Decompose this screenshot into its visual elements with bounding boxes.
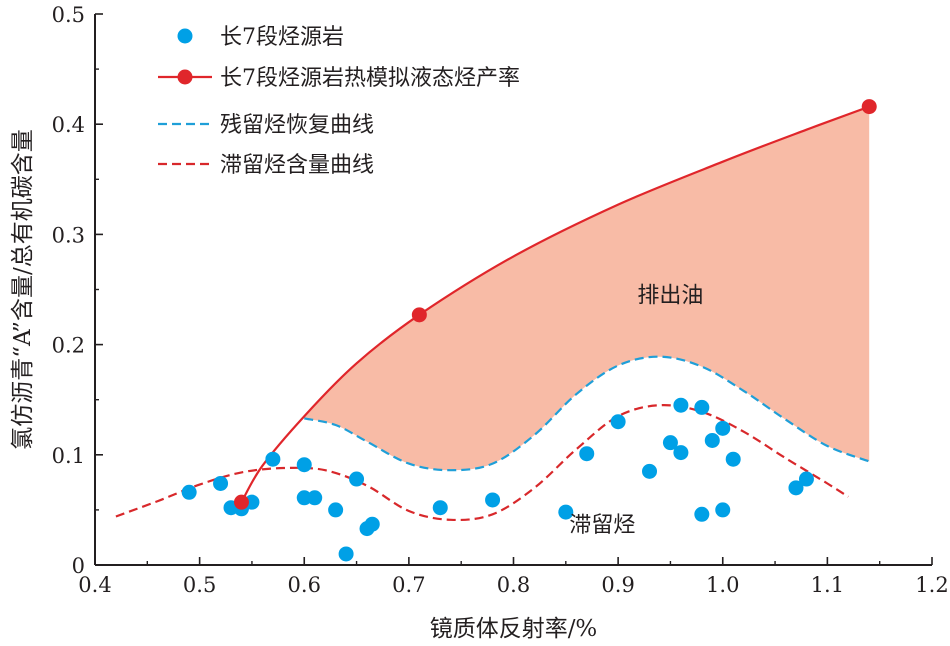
source-rock-point [715, 502, 731, 518]
annotation-label: 滞留烃 [569, 513, 635, 538]
axes [94, 13, 933, 566]
source-rock-point [610, 414, 626, 430]
expelled-oil-fill [304, 106, 870, 471]
source-rock-point [265, 451, 281, 467]
x-tick-label: 1.2 [915, 573, 948, 597]
source-rock-point [213, 475, 229, 491]
legend-label: 残留烃恢复曲线 [220, 113, 374, 138]
y-tick-label: 0.5 [52, 3, 85, 27]
source-rock-point [715, 420, 731, 436]
residual-recovery-curve [304, 355, 870, 472]
yield-marker [861, 99, 877, 115]
legend-label: 长7段烃源岩 [220, 25, 344, 50]
x-tick-label: 0.5 [183, 573, 216, 597]
x-tick-label: 0.8 [497, 573, 530, 597]
source-rock-point [307, 490, 323, 506]
x-tick-label: 1.0 [706, 573, 739, 597]
source-rock-point [244, 494, 260, 510]
expelled-oil-area [304, 106, 870, 471]
source-rock-point [788, 480, 804, 496]
x-tick-label: 0.7 [392, 573, 425, 597]
data-points [181, 99, 877, 562]
source-rock-point [485, 492, 501, 508]
source-rock-point [296, 490, 312, 506]
yield-curve [240, 105, 870, 503]
legend-marker-yield [177, 69, 193, 85]
y-tick-label: 0.2 [52, 334, 85, 358]
source-rock-point [579, 446, 595, 462]
source-rock-point [798, 471, 814, 487]
source-rock-point [558, 504, 574, 520]
y-tick-label: 0 [72, 554, 85, 578]
y-tick-label: 0.3 [52, 223, 85, 247]
source-rock-point [673, 397, 689, 413]
yield-marker [411, 307, 427, 323]
legend-label: 滞留烃含量曲线 [220, 153, 374, 178]
source-rock-point [296, 457, 312, 473]
source-rock-point [432, 500, 448, 516]
source-rock-point [328, 502, 344, 518]
source-rock-point [673, 445, 689, 461]
y-tick-label: 0.1 [52, 444, 85, 468]
curves [115, 105, 870, 522]
labels: 0.4 0.5 0.6 0.7 0.8 0.9 1.0 1.1 1.2 0 0.1 0.2 0.3 0.4… [10, 3, 949, 642]
legend-marker-source-rock [177, 28, 193, 44]
x-tick-label: 1.1 [811, 573, 844, 597]
x-tick-label: 0.9 [601, 573, 634, 597]
source-rock-point [338, 546, 354, 562]
y-tick-label: 0.4 [52, 113, 85, 137]
x-axis-label: 镜质体反射率/% [430, 616, 598, 642]
legend-label: 长7段烃源岩热模拟液态烃产率 [220, 66, 520, 91]
y-axis-label: 氯仿沥青“A”含量/总有机碳含量 [10, 129, 36, 450]
source-rock-point [694, 506, 710, 522]
source-rock-point [662, 435, 678, 451]
source-rock-point [725, 451, 741, 467]
annotation-label: 排出油 [637, 284, 703, 309]
source-rock-point [704, 432, 720, 448]
x-tick-label: 0.6 [288, 573, 321, 597]
source-rock-point [694, 399, 710, 415]
retained-content-curve [115, 404, 849, 522]
source-rock-point [364, 516, 380, 532]
source-rock-point [349, 471, 365, 487]
source-rock-point [642, 463, 658, 479]
x-tick-label: 0.4 [78, 573, 111, 597]
yield-marker [233, 494, 249, 510]
source-rock-point [181, 484, 197, 500]
